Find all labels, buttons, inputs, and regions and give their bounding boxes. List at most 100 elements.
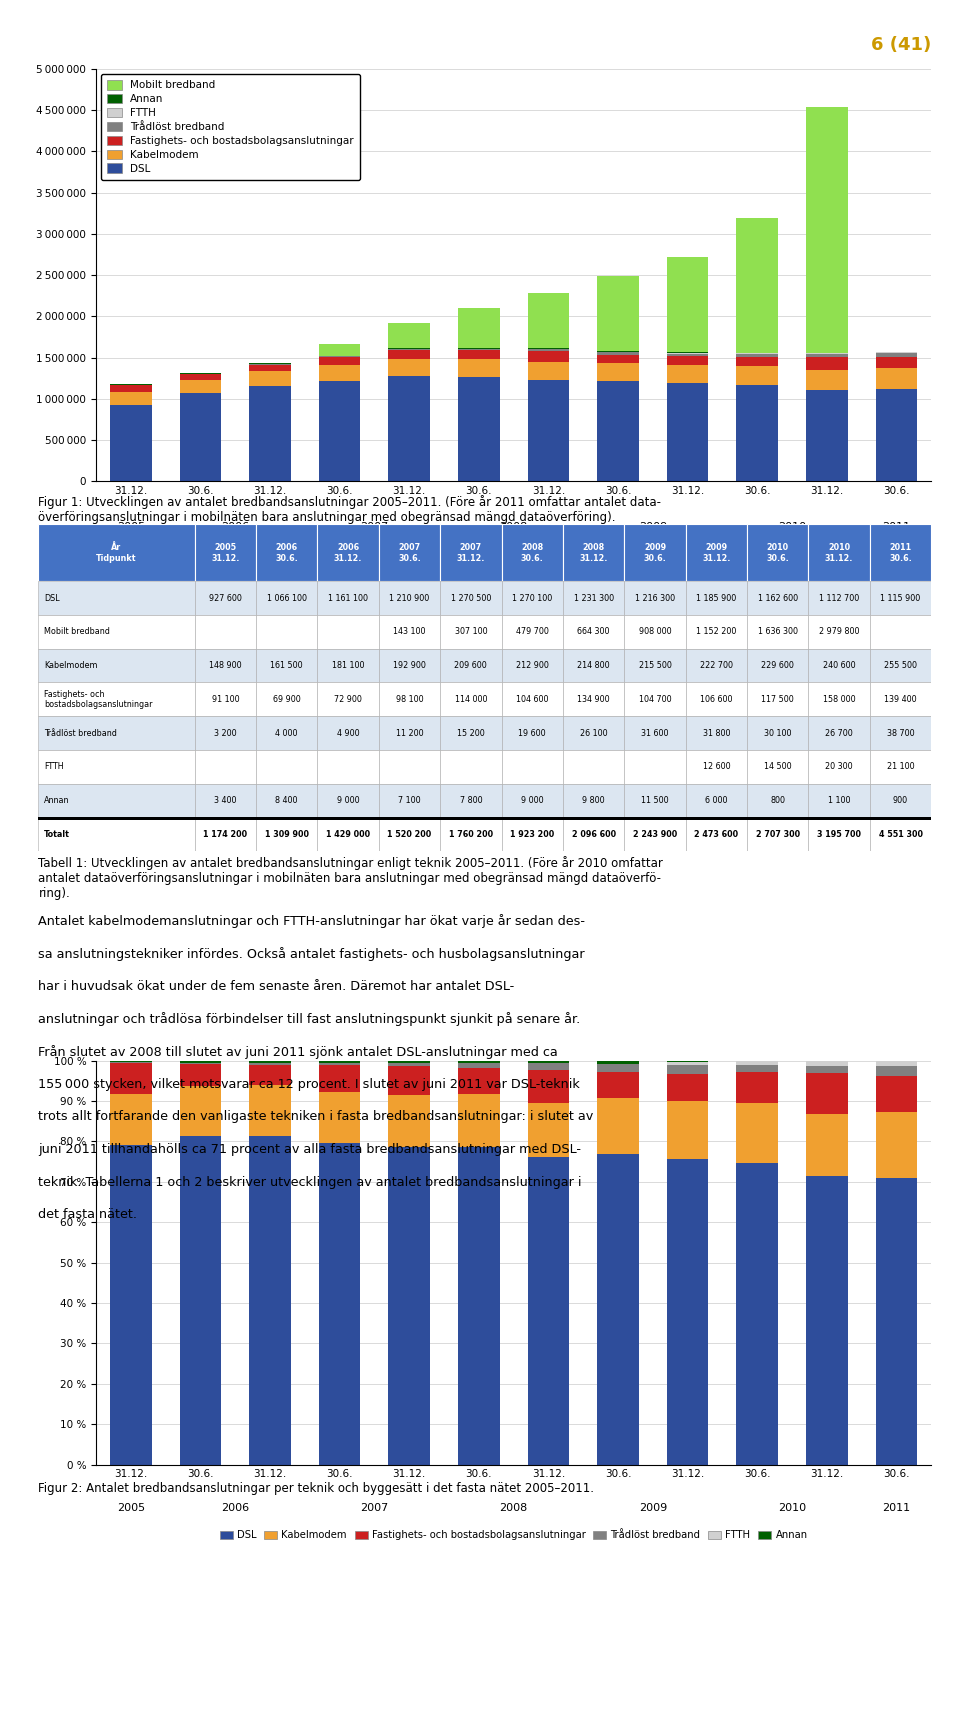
Text: 215 500: 215 500	[638, 662, 671, 670]
Bar	[256, 784, 318, 817]
Bar	[736, 1104, 778, 1162]
Text: 2006: 2006	[221, 523, 250, 531]
Text: 2007
31.12.: 2007 31.12.	[457, 543, 485, 562]
Bar	[563, 817, 624, 851]
Text: DSL: DSL	[44, 593, 60, 603]
Bar	[736, 358, 778, 366]
Bar	[250, 385, 291, 481]
Bar	[876, 1112, 917, 1178]
Bar	[379, 648, 440, 682]
Bar	[38, 648, 195, 682]
Bar	[195, 648, 256, 682]
Bar	[458, 1147, 499, 1465]
Text: 214 800: 214 800	[577, 662, 610, 670]
Bar	[876, 1178, 917, 1465]
Bar	[388, 1095, 430, 1147]
Bar	[501, 581, 563, 615]
Bar	[388, 1061, 430, 1062]
Bar	[685, 784, 747, 817]
Bar	[180, 375, 221, 380]
Text: 2007: 2007	[360, 523, 389, 531]
Text: 139 400: 139 400	[884, 694, 917, 703]
Bar	[180, 1136, 221, 1465]
Bar	[388, 376, 430, 481]
Bar	[318, 749, 379, 784]
Text: 1 066 100: 1 066 100	[267, 593, 306, 603]
Bar	[563, 682, 624, 717]
Text: 222 700: 222 700	[700, 662, 732, 670]
Bar	[180, 380, 221, 394]
Bar	[870, 717, 931, 749]
Bar	[458, 359, 499, 376]
Bar	[250, 364, 291, 371]
Text: 9 000: 9 000	[521, 796, 543, 804]
Bar	[736, 385, 778, 481]
Bar	[318, 682, 379, 717]
Bar	[808, 524, 870, 581]
Bar	[379, 682, 440, 717]
Text: 1 162 600: 1 162 600	[757, 593, 798, 603]
Bar	[805, 1066, 848, 1073]
Text: 1 429 000: 1 429 000	[326, 830, 371, 839]
Text: 1 231 300: 1 231 300	[573, 593, 613, 603]
Text: ring).: ring).	[38, 887, 70, 901]
Bar	[318, 817, 379, 851]
Text: 1 923 200: 1 923 200	[510, 830, 554, 839]
Bar	[256, 817, 318, 851]
Bar	[736, 366, 778, 385]
Bar	[180, 394, 221, 481]
Bar	[195, 581, 256, 615]
Bar	[876, 1066, 917, 1076]
Text: det fasta nätet.: det fasta nätet.	[38, 1208, 137, 1222]
Bar	[180, 1061, 221, 1064]
Bar	[624, 524, 685, 581]
Bar	[319, 358, 361, 366]
Bar	[666, 364, 708, 383]
Text: 3 400: 3 400	[214, 796, 236, 804]
Text: 1 210 900: 1 210 900	[390, 593, 429, 603]
Bar	[458, 1067, 499, 1093]
Bar	[195, 717, 256, 749]
Text: 4 000: 4 000	[276, 729, 298, 737]
Text: 2008
31.12.: 2008 31.12.	[580, 543, 608, 562]
Text: 158 000: 158 000	[823, 694, 855, 703]
Text: Antalet kabelmodemanslutningar och FTTH-anslutningar har ökat varje år sedan des: Antalet kabelmodemanslutningar och FTTH-…	[38, 915, 586, 928]
Text: 91 100: 91 100	[211, 694, 239, 703]
Bar	[876, 1061, 917, 1066]
Text: 11 500: 11 500	[641, 796, 669, 804]
Text: 192 900: 192 900	[393, 662, 426, 670]
Text: 2 096 600: 2 096 600	[571, 830, 615, 839]
Text: 181 100: 181 100	[332, 662, 365, 670]
Text: 12 600: 12 600	[703, 762, 731, 772]
Bar	[805, 107, 848, 352]
Bar	[870, 524, 931, 581]
Text: 134 900: 134 900	[577, 694, 610, 703]
Bar	[38, 817, 931, 820]
Bar	[388, 349, 430, 359]
Bar	[685, 648, 747, 682]
Bar	[319, 1062, 361, 1066]
Bar	[876, 1076, 917, 1112]
Text: 2010: 2010	[778, 1502, 806, 1513]
Bar	[319, 1143, 361, 1465]
Text: 2006
30.6.: 2006 30.6.	[276, 543, 299, 562]
Bar	[318, 717, 379, 749]
Text: 2009
31.12.: 2009 31.12.	[702, 543, 731, 562]
Bar	[808, 817, 870, 851]
Text: 2009: 2009	[638, 1502, 667, 1513]
Bar	[110, 1062, 152, 1095]
Bar	[501, 784, 563, 817]
Text: 117 500: 117 500	[761, 694, 794, 703]
Text: Tabell 1: Utvecklingen av antalet bredbandsanslutningar enligt teknik 2005–2011.: Tabell 1: Utvecklingen av antalet bredba…	[38, 856, 663, 870]
Text: 31 600: 31 600	[641, 729, 669, 737]
Bar	[440, 648, 501, 682]
Bar	[388, 323, 430, 347]
Bar	[805, 1114, 848, 1176]
Text: 7 100: 7 100	[398, 796, 420, 804]
Bar	[250, 1085, 291, 1136]
Text: Totalt: Totalt	[44, 830, 70, 839]
Text: FTTH: FTTH	[44, 762, 63, 772]
Text: 9 000: 9 000	[337, 796, 359, 804]
Bar	[808, 581, 870, 615]
Bar	[736, 354, 778, 358]
